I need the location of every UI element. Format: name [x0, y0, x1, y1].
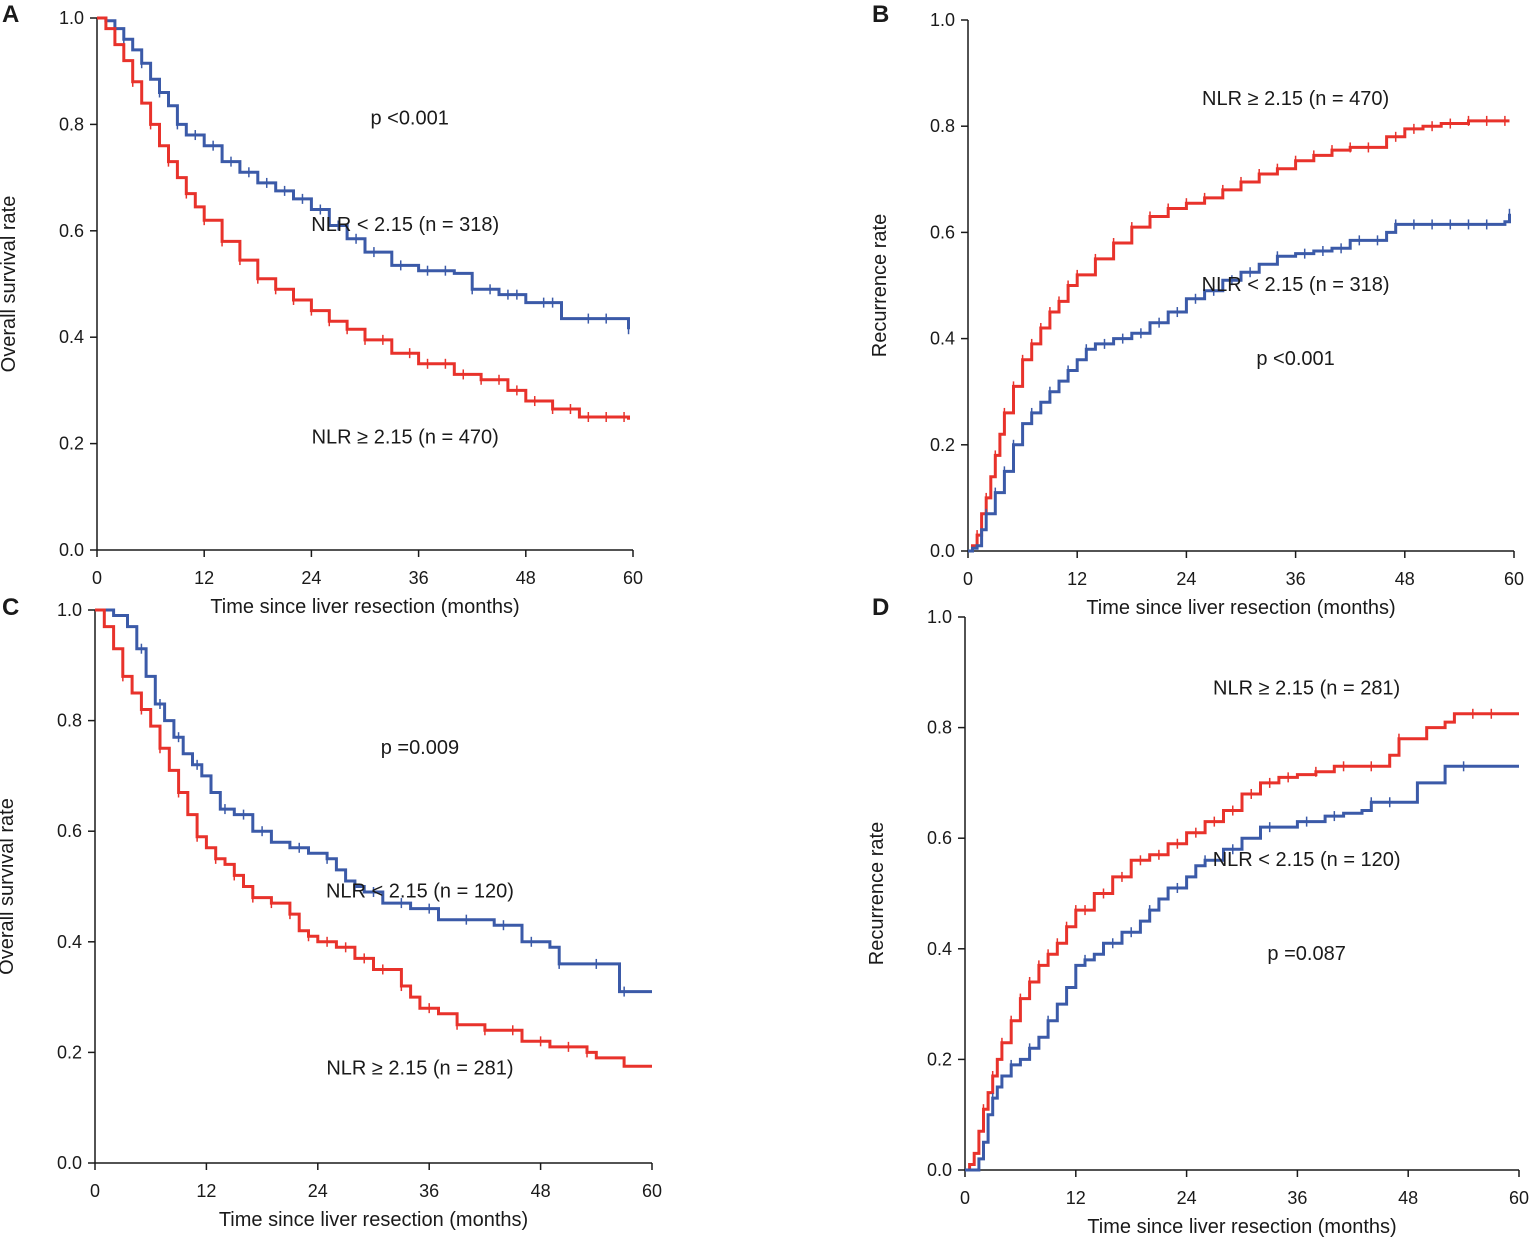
- annotation-p-value: p <0.001: [1256, 348, 1334, 370]
- y-axis-title: Recurrence rate: [869, 214, 891, 357]
- x-tick-label: 12: [194, 568, 214, 588]
- x-axis-title: Time since liver resection (months): [1087, 1216, 1396, 1238]
- x-tick-label: 60: [623, 568, 643, 588]
- x-tick-label: 60: [1504, 569, 1524, 589]
- x-tick-label: 36: [1286, 569, 1306, 589]
- curve-nlr-low: [968, 213, 1511, 553]
- annotation-label-low: NLR < 2.15 (n = 120): [1213, 849, 1401, 871]
- annotation-p-value: p =0.087: [1267, 943, 1345, 965]
- y-tick-label: 0.0: [59, 540, 84, 560]
- axes: 0 12 24 36 48 60 0.0 0.2 0.4 0.6 0.8 1.0: [57, 600, 662, 1201]
- y-tick-label: 0.2: [59, 434, 84, 454]
- y-tick-label: 0.2: [57, 1042, 82, 1062]
- y-tick-label: 0.4: [59, 327, 84, 347]
- y-tick-label: 0.8: [57, 711, 82, 731]
- annotation-label-low: NLR < 2.15 (n = 120): [326, 881, 514, 903]
- curve-nlr-low: [965, 764, 1519, 1172]
- panel-c: C 0 12 24 36 48 60 0.0 0.2 0.4 0.6 0.8 1.0 p =0.009…: [0, 594, 662, 1231]
- y-tick-label: 0.4: [57, 932, 82, 952]
- annotation-label-high: NLR ≥ 2.15 (n = 470): [312, 427, 499, 449]
- x-tick-label: 48: [1398, 1188, 1418, 1208]
- annotation-label-high: NLR ≥ 2.15 (n = 281): [326, 1058, 513, 1080]
- panel-letter: D: [872, 594, 889, 621]
- series-layer: [97, 16, 630, 422]
- annotation-label-high: NLR ≥ 2.15 (n = 470): [1202, 88, 1389, 110]
- curve-nlr-high: [95, 608, 652, 1068]
- x-tick-label: 12: [1066, 1188, 1086, 1208]
- series-layer: [965, 708, 1519, 1172]
- y-tick-label: 1.0: [927, 607, 952, 627]
- x-tick-label: 0: [90, 1181, 100, 1201]
- panel-d: D 0 12 24 36 48 60 0.0 0.2 0.4 0.6 0.8 1.0 NLR ≥ 2.…: [866, 594, 1529, 1238]
- x-tick-label: 0: [92, 568, 102, 588]
- series-layer: [968, 115, 1511, 553]
- y-tick-label: 0.8: [59, 114, 84, 134]
- y-tick-label: 0.0: [927, 1160, 952, 1180]
- x-tick-label: 36: [1287, 1188, 1307, 1208]
- y-tick-label: 0.0: [930, 541, 955, 561]
- panel-a: A 0 12 24 36 48 60 0.0 0.2 0.4 0.6 0.8 1.0 p <0.001…: [0, 1, 643, 618]
- x-tick-label: 0: [963, 569, 973, 589]
- y-axis-title: Overall survival rate: [0, 798, 18, 975]
- y-tick-label: 0.6: [927, 828, 952, 848]
- annotation-p-value: p <0.001: [370, 107, 448, 129]
- y-tick-label: 0.2: [927, 1049, 952, 1069]
- annotation-label-high: NLR ≥ 2.15 (n = 281): [1213, 677, 1400, 699]
- axes: 0 12 24 36 48 60 0.0 0.2 0.4 0.6 0.8 1.0: [930, 10, 1524, 589]
- y-tick-label: 1.0: [57, 600, 82, 620]
- x-axis-title: Time since liver resection (months): [1086, 597, 1395, 619]
- y-tick-label: 0.4: [930, 329, 955, 349]
- y-tick-label: 0.6: [57, 821, 82, 841]
- y-tick-label: 0.6: [930, 222, 955, 242]
- annotation-label-low: NLR < 2.15 (n = 318): [311, 214, 499, 236]
- x-tick-label: 48: [1395, 569, 1415, 589]
- curve-nlr-low: [95, 608, 652, 994]
- x-tick-label: 24: [308, 1181, 328, 1201]
- panel-letter: C: [2, 594, 19, 621]
- annotation-p-value: p =0.009: [381, 737, 459, 759]
- y-axis-title: Recurrence rate: [866, 822, 888, 965]
- y-tick-label: 1.0: [930, 10, 955, 30]
- annotation-label-low: NLR < 2.15 (n = 318): [1202, 274, 1390, 296]
- y-tick-label: 0.4: [927, 939, 952, 959]
- x-axis-title: Time since liver resection (months): [219, 1209, 528, 1231]
- x-tick-label: 60: [642, 1181, 662, 1201]
- x-tick-label: 24: [1177, 1188, 1197, 1208]
- panel-b: B 0 12 24 36 48 60 0.0 0.2 0.4 0.6 0.8 1.0 NLR ≥ 2.…: [869, 1, 1524, 619]
- y-tick-label: 0.8: [927, 718, 952, 738]
- y-tick-label: 1.0: [59, 8, 84, 28]
- x-tick-label: 48: [516, 568, 536, 588]
- x-tick-label: 0: [960, 1188, 970, 1208]
- x-tick-label: 12: [196, 1181, 216, 1201]
- x-tick-label: 48: [531, 1181, 551, 1201]
- x-tick-label: 12: [1067, 569, 1087, 589]
- y-axis-title: Overall survival rate: [0, 196, 20, 373]
- panel-letter: B: [872, 1, 889, 28]
- y-tick-label: 0.0: [57, 1153, 82, 1173]
- series-layer: [95, 608, 652, 1068]
- x-tick-label: 24: [301, 568, 321, 588]
- axes: 0 12 24 36 48 60 0.0 0.2 0.4 0.6 0.8 1.0: [927, 607, 1529, 1208]
- x-tick-label: 60: [1509, 1188, 1529, 1208]
- x-tick-label: 36: [409, 568, 429, 588]
- x-tick-label: 36: [419, 1181, 439, 1201]
- x-axis-title: Time since liver resection (months): [210, 596, 519, 618]
- panel-letter: A: [2, 1, 19, 28]
- axes: 0 12 24 36 48 60 0.0 0.2 0.4 0.6 0.8 1.0: [59, 8, 643, 588]
- y-tick-label: 0.8: [930, 116, 955, 136]
- y-tick-label: 0.2: [930, 435, 955, 455]
- curve-nlr-high: [968, 119, 1510, 553]
- x-tick-label: 24: [1176, 569, 1196, 589]
- y-tick-label: 0.6: [59, 221, 84, 241]
